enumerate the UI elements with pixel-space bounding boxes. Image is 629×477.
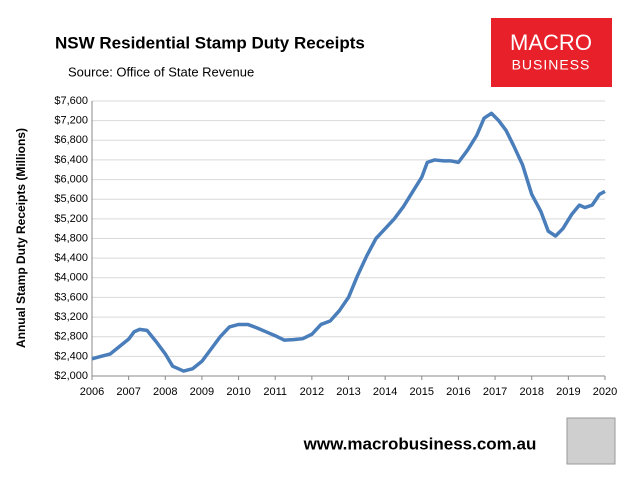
data-line [91,111,606,373]
x-tick-label: 2019 [556,386,580,398]
x-tick-label: 2015 [410,386,434,398]
x-tick-label: 2012 [300,386,324,398]
y-tick-label: $7,200 [54,115,88,127]
y-tick-label: $4,000 [54,272,88,284]
footer-url: www.macrobusiness.com.au [303,434,537,453]
y-tick-label: $4,800 [54,232,88,244]
y-tick-label: $2,000 [54,370,88,382]
x-tick-label: 2016 [446,386,470,398]
x-tick-label: 2020 [593,386,617,398]
y-tick-label: $2,400 [54,350,88,362]
x-tick-label: 2018 [519,386,543,398]
y-tick-label: $6,400 [54,154,88,166]
x-tick-label: 2014 [373,386,397,398]
chart-title: NSW Residential Stamp Duty Receipts [55,33,365,52]
x-tick-label: 2010 [226,386,250,398]
y-axis-label: Annual Stamp Duty Receipts (Millions) [14,128,28,348]
y-tick-label: $6,000 [54,173,88,185]
logo-box [491,18,612,87]
x-tick-label: 2011 [263,386,287,398]
x-tick-label: 2008 [153,386,177,398]
wolf-icon [566,417,616,465]
y-tick-label: $6,800 [54,134,88,146]
x-tick-label: 2013 [336,386,360,398]
x-tick-label: 2007 [116,386,140,398]
y-tick-label: $2,800 [54,331,88,343]
y-tick-label: $4,400 [54,252,88,264]
y-tick-label: $3,600 [54,291,88,303]
y-tick-label: $5,200 [54,213,88,225]
x-tick-label: 2017 [483,386,507,398]
y-tick-label: $3,200 [54,311,88,323]
chart-subtitle: Source: Office of State Revenue [68,64,254,79]
y-tick-label: $7,600 [54,95,88,107]
y-tick-label: $5,600 [54,193,88,205]
x-tick-label: 2009 [190,386,214,398]
x-tick-label: 2006 [80,386,104,398]
logo-text: MACRO [510,30,592,55]
logo-text: BUSINESS [512,57,591,73]
